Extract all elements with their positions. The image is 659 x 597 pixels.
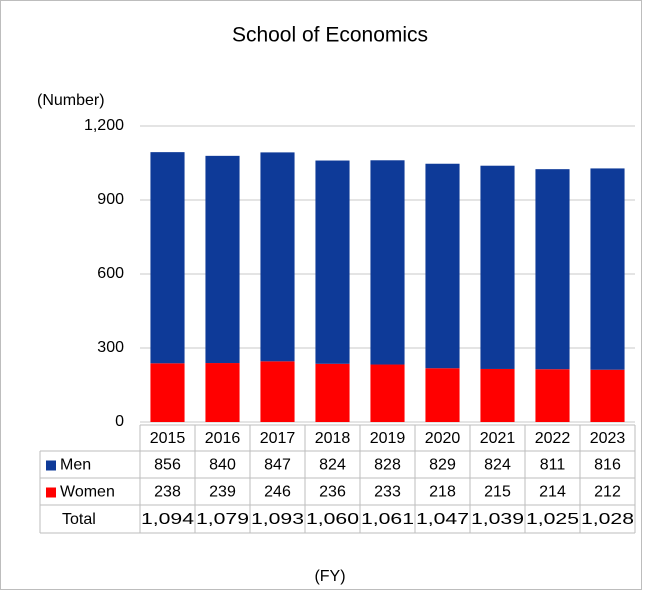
table-value: 824	[484, 457, 511, 474]
bar	[480, 368, 515, 422]
table-value: 824	[319, 457, 346, 474]
bar	[150, 363, 185, 422]
bar	[535, 169, 570, 370]
bar	[425, 368, 460, 422]
table-total: 1,094	[141, 511, 194, 528]
bar	[370, 364, 405, 422]
bar	[205, 155, 240, 364]
y-tick-label: 900	[97, 191, 124, 208]
x-tick-label: 2022	[535, 430, 571, 447]
table-value: 212	[594, 484, 621, 501]
bar	[315, 363, 350, 422]
bar	[205, 363, 240, 422]
y-tick-label: 1,200	[84, 117, 124, 134]
y-tick-label: 0	[115, 413, 124, 430]
bar	[150, 152, 185, 364]
bar	[590, 168, 625, 370]
bar	[425, 163, 460, 369]
table-value: 218	[429, 484, 456, 501]
table-total: 1,061	[361, 511, 414, 528]
table-value: 847	[264, 457, 291, 474]
bar	[590, 369, 625, 422]
table-value: 233	[374, 484, 401, 501]
table-value: 856	[154, 457, 181, 474]
table-value: 840	[209, 457, 236, 474]
table-total: 1,047	[416, 511, 469, 528]
table-value: 215	[484, 484, 511, 501]
bar	[260, 152, 295, 362]
table-total: 1,028	[581, 511, 634, 528]
bar	[315, 160, 350, 364]
bar	[370, 160, 405, 365]
chart-title: School of Economics	[232, 24, 428, 47]
legend-key	[46, 460, 56, 471]
bar	[535, 369, 570, 422]
x-tick-label: 2015	[150, 430, 186, 447]
table-value: 214	[539, 484, 566, 501]
table-value: 816	[594, 457, 621, 474]
x-tick-label: 2021	[480, 430, 516, 447]
table-value: 828	[374, 457, 401, 474]
table-value: 811	[540, 457, 566, 474]
legend-key	[46, 487, 56, 498]
x-tick-label: 2018	[315, 430, 351, 447]
table-total: 1,039	[471, 511, 524, 528]
total-label: Total	[62, 511, 96, 528]
table-total: 1,025	[526, 511, 579, 528]
x-axis-label: (FY)	[314, 568, 345, 585]
x-tick-label: 2023	[590, 430, 626, 447]
y-tick-label: 300	[97, 339, 124, 356]
x-tick-label: 2019	[370, 430, 406, 447]
x-tick-label: 2017	[260, 430, 296, 447]
table-value: 829	[429, 457, 456, 474]
legend-label: Women	[60, 484, 115, 501]
table-value: 236	[319, 484, 346, 501]
x-tick-label: 2016	[205, 430, 241, 447]
table-value: 239	[209, 484, 236, 501]
bar	[260, 361, 295, 422]
table-total: 1,093	[251, 511, 304, 528]
bar	[480, 165, 515, 369]
legend-label: Men	[60, 457, 91, 474]
table-value: 246	[264, 484, 291, 501]
table-value: 238	[154, 484, 181, 501]
y-axis-label: (Number)	[37, 92, 105, 109]
y-tick-label: 600	[97, 265, 124, 282]
table-total: 1,060	[306, 511, 359, 528]
x-tick-label: 2020	[425, 430, 461, 447]
table-total: 1,079	[196, 511, 249, 528]
